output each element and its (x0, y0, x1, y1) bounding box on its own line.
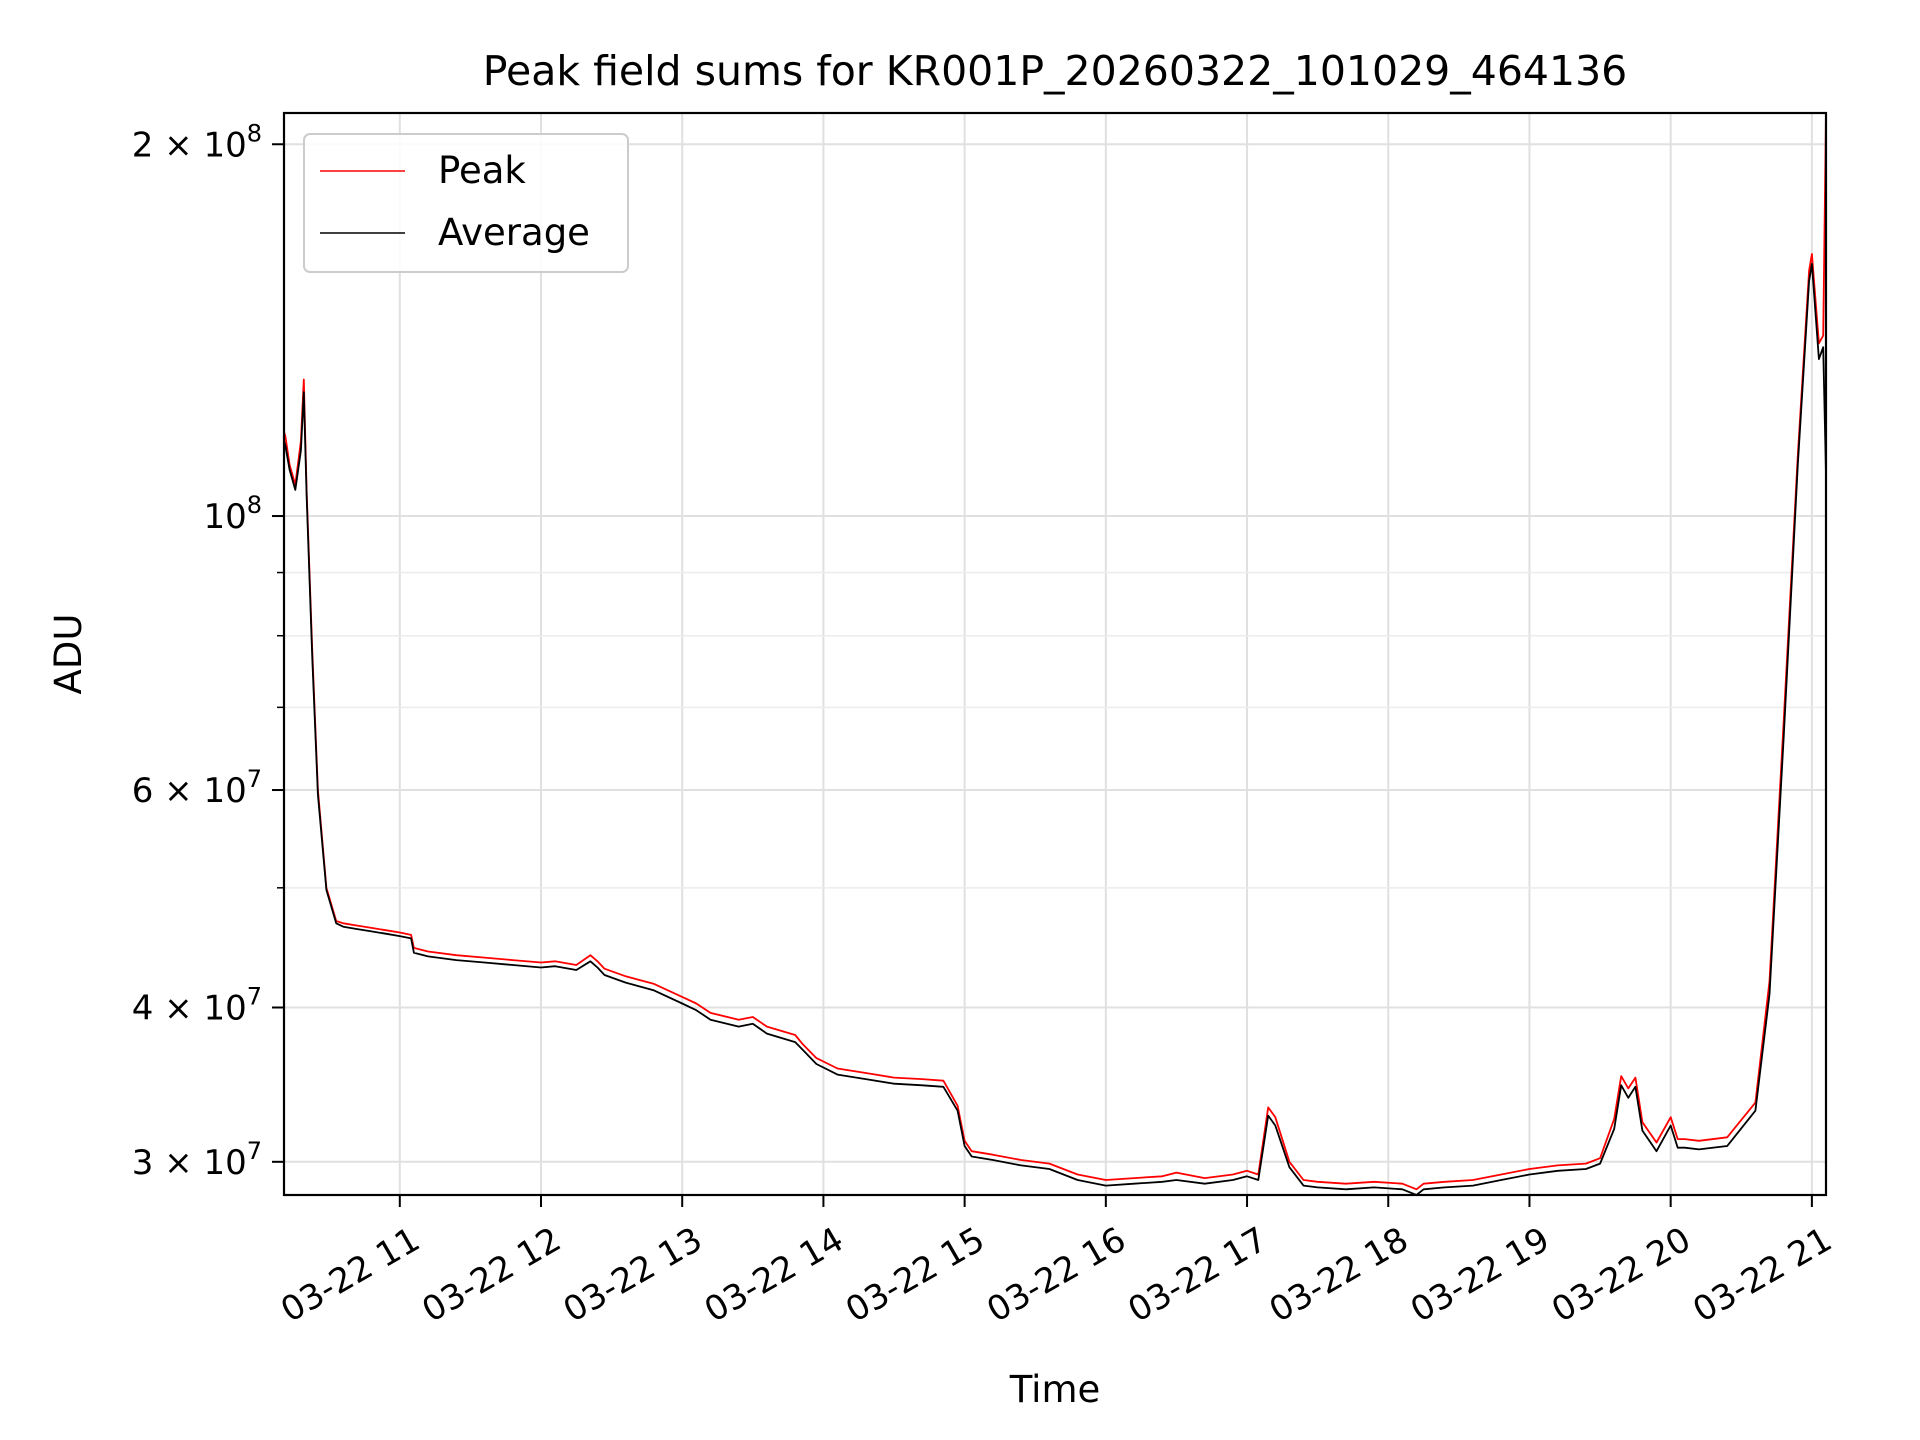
legend: Peak Average (303, 133, 629, 273)
y-axis-label: ADU (47, 614, 90, 695)
plot-area-frame (282, 111, 1828, 1197)
y-tick-label: 6 × 107 (132, 765, 262, 811)
x-axis-label: Time (1009, 1368, 1101, 1411)
legend-label-average: Average (438, 211, 590, 254)
y-tick-label: 2 × 108 (132, 119, 262, 165)
legend-label-peak: Peak (438, 149, 526, 192)
chart-title: Peak field sums for KR001P_20260322_1010… (483, 47, 1628, 95)
y-tick-label: 3 × 107 (132, 1137, 262, 1183)
y-tick-label: 108 (203, 491, 262, 537)
series-line-peak (284, 113, 1826, 1191)
series-layer (284, 113, 1826, 1195)
series-line-average (284, 263, 1826, 1195)
grid-lines (284, 113, 1826, 1195)
y-tick-label: 4 × 107 (132, 983, 262, 1029)
legend-box (303, 133, 629, 273)
y-axis-ticks: 3 × 107 4 × 107 6 × 107 108 2 × 108 (132, 119, 284, 1183)
